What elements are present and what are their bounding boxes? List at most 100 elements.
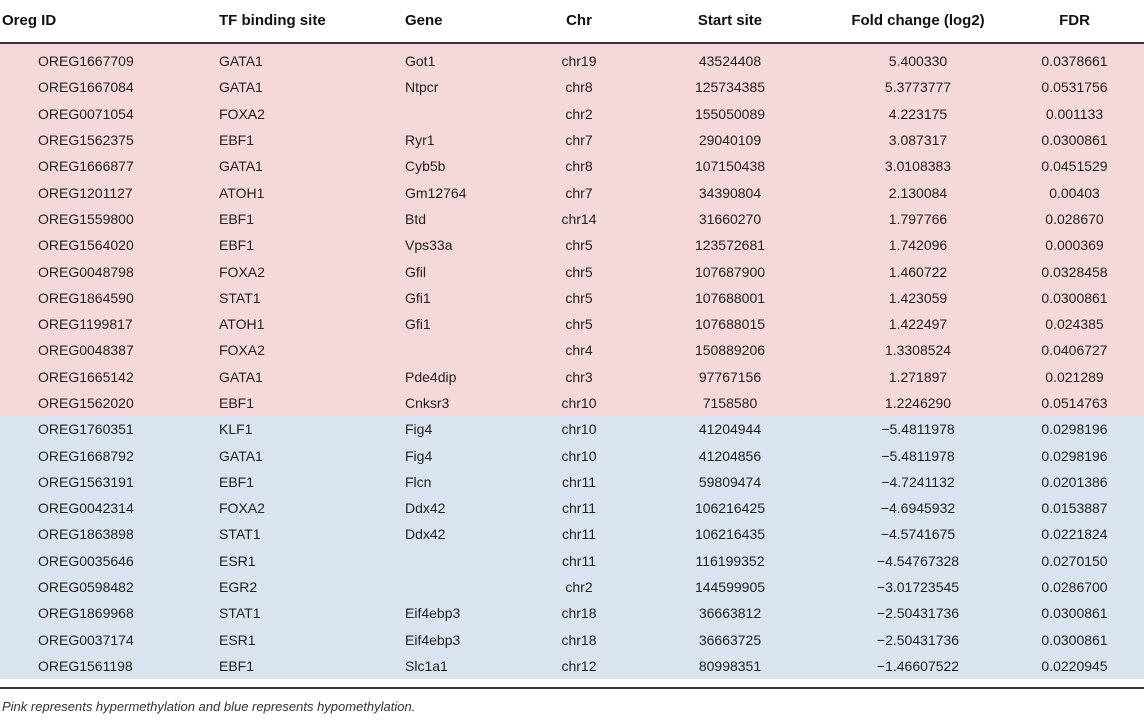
table-row: OREG0037174 ESR1 Eif4ebp3 chr18 36663725 −2.5… [0,626,1144,653]
cell-start-site: 125734385 [629,74,831,101]
cell-fold-change: 1.3308524 [831,337,1005,364]
cell-fold-change: 3.087317 [831,126,1005,154]
table-row: OREG1667709 GATA1 Got1 chr19 43524408 5.40033… [0,43,1144,75]
cell-chr: chr10 [529,389,629,417]
cell-fdr: 0.000369 [1005,232,1144,259]
cell-tf-binding-site: GATA1 [219,74,405,101]
cell-fdr: 0.0378661 [1005,43,1144,75]
cell-tf-binding-site: EGR2 [219,573,405,601]
cell-oreg-id: OREG1864590 [0,284,219,311]
cell-fdr: 0.0300861 [1005,600,1144,627]
cell-oreg-id: OREG1561198 [0,652,219,680]
cell-tf-binding-site: GATA1 [219,363,405,390]
cell-chr: chr2 [529,100,629,127]
cell-gene: Fig4 [405,442,529,469]
cell-tf-binding-site: FOXA2 [219,337,405,364]
cell-fdr: 0.001133 [1005,100,1144,127]
cell-oreg-id: OREG1201127 [0,179,219,206]
cell-gene: Cnksr3 [405,389,529,417]
cell-fold-change: 1.271897 [831,363,1005,390]
cell-start-site: 150889206 [629,337,831,364]
cell-oreg-id: OREG0071054 [0,100,219,127]
header-chr: Chr [529,0,629,44]
table-row: OREG0042314 FOXA2 Ddx42 chr11 106216425 −4.69… [0,495,1144,522]
cell-fdr: 0.0451529 [1005,153,1144,180]
cell-oreg-id: OREG1562375 [0,126,219,154]
cell-oreg-id: OREG1667709 [0,43,219,75]
cell-chr: chr2 [529,573,629,601]
cell-start-site: 107687900 [629,258,831,285]
table-row: OREG0598482 EGR2 chr2 144599905 −3.01723545 0… [0,573,1144,601]
table-row: OREG1863898 STAT1 Ddx42 chr11 106216435 −4.57… [0,521,1144,548]
cell-chr: chr3 [529,363,629,390]
cell-chr: chr11 [529,547,629,574]
cell-oreg-id: OREG1668792 [0,442,219,469]
cell-fold-change: −3.01723545 [831,573,1005,601]
cell-fdr: 0.0406727 [1005,337,1144,364]
cell-fdr: 0.0531756 [1005,74,1144,101]
table-row: OREG1667084 GATA1 Ntpcr chr8 125734385 5.3773… [0,74,1144,101]
cell-tf-binding-site: EBF1 [219,652,405,680]
cell-chr: chr11 [529,521,629,548]
table-row: OREG1201127 ATOH1 Gm12764 chr7 34390804 2.130… [0,179,1144,206]
header-fdr: FDR [1005,0,1144,44]
cell-gene: Eif4ebp3 [405,626,529,653]
cell-fold-change: 1.423059 [831,284,1005,311]
cell-start-site: 106216425 [629,495,831,522]
cell-chr: chr5 [529,284,629,311]
cell-tf-binding-site: STAT1 [219,600,405,627]
cell-chr: chr5 [529,232,629,259]
cell-start-site: 41204856 [629,442,831,469]
cell-start-site: 107688001 [629,284,831,311]
cell-gene: Slc1a1 [405,652,529,680]
cell-tf-binding-site: EBF1 [219,468,405,496]
cell-chr: chr5 [529,310,629,338]
cell-fold-change: −1.46607522 [831,652,1005,680]
cell-tf-binding-site: GATA1 [219,153,405,180]
cell-fold-change: 1.742096 [831,232,1005,259]
cell-gene: Gfil [405,258,529,285]
cell-gene: Flcn [405,468,529,496]
cell-tf-binding-site: EBF1 [219,389,405,417]
header-tf-binding-site: TF binding site [219,0,405,44]
cell-oreg-id: OREG0035646 [0,547,219,574]
table-row: OREG1665142 GATA1 Pde4dip chr3 97767156 1.271… [0,363,1144,390]
cell-chr: chr8 [529,74,629,101]
cell-oreg-id: OREG1559800 [0,205,219,233]
cell-oreg-id: OREG1869968 [0,600,219,627]
cell-chr: chr5 [529,258,629,285]
cell-gene: Gfi1 [405,284,529,311]
cell-start-site: 7158580 [629,389,831,417]
table-row: OREG0048798 FOXA2 Gfil chr5 107687900 1.46072… [0,258,1144,285]
header-start-site: Start site [629,0,831,44]
cell-chr: chr19 [529,43,629,75]
cell-tf-binding-site: ATOH1 [219,179,405,206]
cell-oreg-id: OREG0037174 [0,626,219,653]
cell-chr: chr14 [529,205,629,233]
cell-start-site: 123572681 [629,232,831,259]
table-row: OREG0035646 ESR1 chr11 116199352 −4.54767328… [0,547,1144,574]
cell-start-site: 43524408 [629,43,831,75]
cell-chr: chr18 [529,626,629,653]
cell-tf-binding-site: STAT1 [219,284,405,311]
cell-gene: Ddx42 [405,495,529,522]
header-oreg-id: Oreg ID [0,0,219,44]
cell-chr: chr12 [529,652,629,680]
cell-fold-change: 1.2246290 [831,389,1005,417]
cell-fdr: 0.0270150 [1005,547,1144,574]
cell-fold-change: −2.50431736 [831,600,1005,627]
cell-fdr: 0.0221824 [1005,521,1144,548]
header-row: Oreg ID TF binding site Gene Chr Start site F… [0,0,1144,44]
cell-oreg-id: OREG1666877 [0,153,219,180]
cell-fold-change: 3.0108383 [831,153,1005,180]
cell-tf-binding-site: FOXA2 [219,258,405,285]
cell-chr: chr10 [529,416,629,443]
cell-fdr: 0.0201386 [1005,468,1144,496]
header-gene: Gene [405,0,529,44]
cell-start-site: 97767156 [629,363,831,390]
table-row: OREG1199817 ATOH1 Gfi1 chr5 107688015 1.42249… [0,310,1144,338]
cell-oreg-id: OREG1665142 [0,363,219,390]
cell-start-site: 107150438 [629,153,831,180]
cell-start-site: 41204944 [629,416,831,443]
cell-gene: Gfi1 [405,310,529,338]
